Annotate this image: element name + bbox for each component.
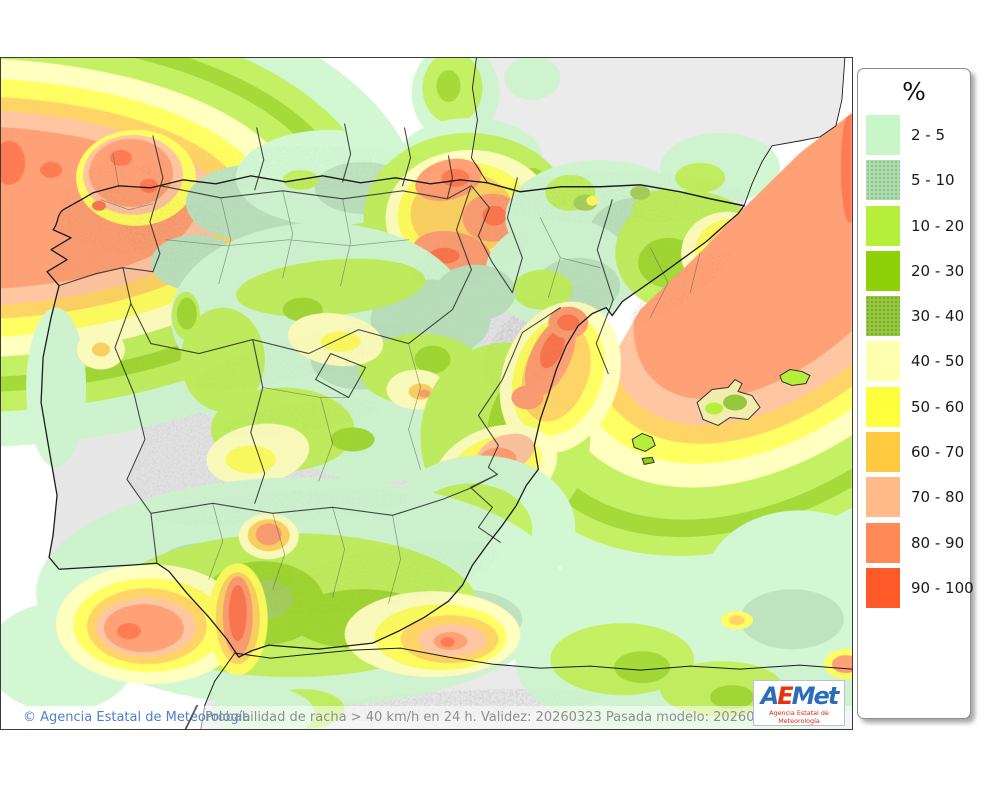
- legend-swatch: [866, 160, 900, 201]
- legend-item: 60 - 70: [866, 432, 970, 473]
- caption-strip: [187, 706, 852, 729]
- spain-wind-gust-map: [1, 58, 852, 729]
- legend-label: 80 - 90: [911, 533, 965, 552]
- legend-item: 90 - 100: [866, 567, 974, 608]
- aemet-logo: AEMet Agencia Estatal de Meteorología: [753, 680, 845, 726]
- legend-swatch: [866, 341, 900, 382]
- legend-label: 2 - 5: [911, 126, 946, 144]
- caption-text: Probabilidad de racha > 40 km/h en 24 h.…: [205, 710, 796, 725]
- legend-items: 2 - 5 5 - 10 10 - 20 20 - 30 30 - 40 40 …: [858, 115, 974, 608]
- probability-overlay: [1, 58, 852, 729]
- legend-label: 5 - 10: [911, 171, 955, 190]
- legend-label: 10 - 20: [911, 216, 965, 235]
- legend-label: 40 - 50: [911, 352, 965, 371]
- map-frame: © Agencia Estatal de Meteorología Probab…: [0, 57, 853, 730]
- legend-item: 5 - 10: [866, 160, 970, 201]
- legend-swatch: [866, 205, 900, 246]
- logo-letter: M: [791, 682, 816, 710]
- legend-swatch: [866, 296, 900, 337]
- logo-letter: e: [813, 682, 830, 710]
- legend-swatch: [866, 477, 900, 518]
- legend-panel: % 2 - 5 5 - 10 10 - 20 20 - 30 30 - 40 4…: [857, 68, 974, 719]
- legend-title: %: [902, 77, 926, 106]
- legend-label: 60 - 70: [911, 443, 965, 462]
- legend-swatch: [866, 250, 900, 291]
- legend-item: 2 - 5: [866, 115, 970, 155]
- footer-bar: © Agencia Estatal de Meteorología Probab…: [1, 705, 852, 729]
- legend-item: 70 - 80: [866, 477, 970, 518]
- logo-letter: A: [760, 682, 780, 710]
- aemet-logo-subtitle: Agencia Estatal de Meteorología: [769, 709, 829, 725]
- balearic-islands: [631, 369, 811, 465]
- logo-letter: t: [827, 682, 840, 710]
- legend-swatch: [866, 522, 900, 563]
- province-borders: [40, 58, 852, 729]
- legend-item: 30 - 40: [866, 296, 970, 337]
- legend-item: 50 - 60: [866, 386, 970, 427]
- legend-label: 70 - 80: [911, 488, 965, 507]
- logo-letter: E: [777, 682, 793, 710]
- legend-swatch: [866, 567, 900, 608]
- legend-label: 20 - 30: [911, 261, 965, 280]
- legend-item: 10 - 20: [866, 205, 970, 246]
- legend-swatch: [866, 386, 900, 427]
- aemet-logo-word: AEMet: [754, 683, 844, 709]
- legend-item: 40 - 50: [866, 341, 970, 382]
- attribution-box: [1, 706, 200, 729]
- legend-label: 30 - 40: [911, 307, 965, 326]
- legend-label: 90 - 100: [911, 578, 974, 597]
- legend-item: 20 - 30: [866, 250, 970, 291]
- legend-label: 50 - 60: [911, 397, 965, 416]
- legend-swatch: [866, 432, 900, 473]
- legend-item: 80 - 90: [866, 522, 970, 563]
- legend-swatch: [866, 115, 900, 155]
